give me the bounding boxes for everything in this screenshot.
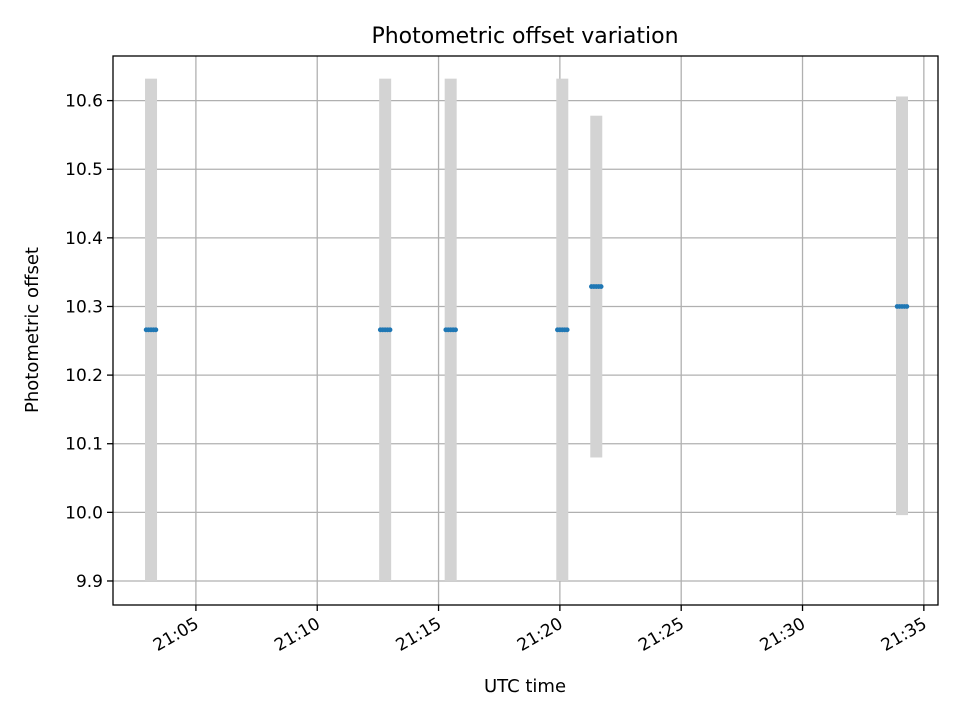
grid-lines (113, 56, 938, 605)
y-tick-label: 10.1 (65, 435, 103, 455)
y-tick-label: 10.2 (65, 366, 103, 386)
y-tick-label: 10.0 (65, 503, 103, 523)
data-point (453, 327, 458, 333)
data-point (153, 327, 159, 333)
data-point (387, 327, 393, 333)
plot-frame (112, 55, 939, 606)
y-tick-label: 10.3 (65, 297, 103, 317)
data-point (598, 284, 604, 289)
y-tick-label: 10.6 (65, 92, 103, 112)
y-axis-label: Photometric offset (22, 247, 43, 413)
chart-title: Photometric offset variation (371, 24, 678, 49)
x-axis-label: UTC time (484, 676, 566, 697)
y-tick-label: 10.5 (65, 160, 103, 180)
data-point (564, 327, 570, 333)
y-tick-label: 9.9 (76, 572, 103, 592)
data-point (904, 304, 910, 309)
y-tick-label: 10.4 (65, 229, 103, 249)
data-points (143, 284, 910, 333)
